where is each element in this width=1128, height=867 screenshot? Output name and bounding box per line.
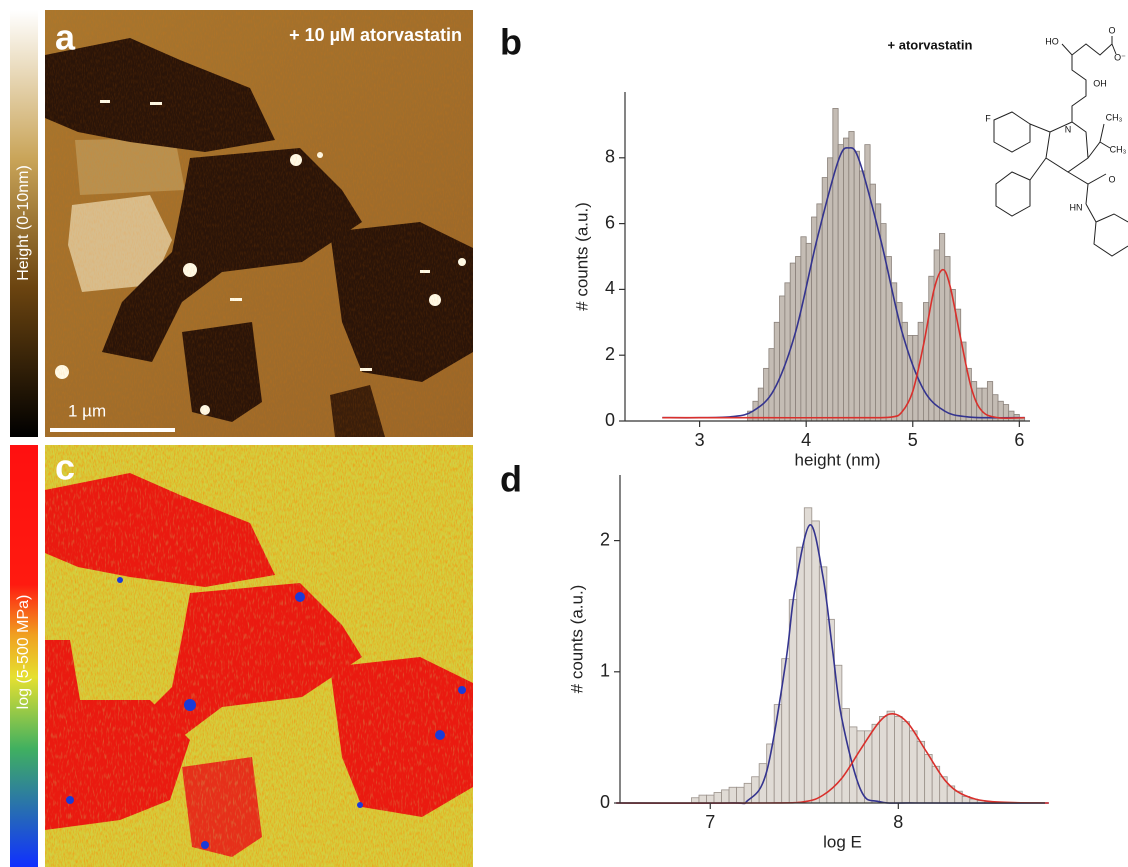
histogram-bar xyxy=(768,348,775,422)
histogram-bar xyxy=(795,256,802,422)
annotation: + atorvastatin xyxy=(888,37,973,52)
histogram-bar xyxy=(818,566,828,804)
histogram-bar xyxy=(917,321,924,422)
histogram-bar xyxy=(869,183,876,422)
molecule-label: CH₃ xyxy=(1106,112,1123,122)
histogram-bar xyxy=(916,740,926,804)
panel-label: c xyxy=(55,447,75,488)
molecule-label: OH xyxy=(1093,78,1107,88)
histogram-bar xyxy=(907,335,914,422)
histogram-bar xyxy=(811,216,818,422)
panel-label: d xyxy=(500,459,522,500)
annotation: + 10 µM atorvastatin xyxy=(289,25,462,45)
histogram-bar xyxy=(691,797,700,804)
histogram-bar xyxy=(939,233,946,422)
afm-modulus-image xyxy=(45,445,473,867)
histogram-bar xyxy=(853,150,860,422)
histogram-bar xyxy=(843,137,850,422)
x-axis-label: log E xyxy=(823,832,862,851)
histogram-bar xyxy=(728,786,737,804)
colorbar-height xyxy=(10,10,38,437)
histogram-bar xyxy=(837,144,844,422)
y-tick-label: 0 xyxy=(600,792,610,812)
colorbar-label: Height (0-10nm) xyxy=(15,165,32,281)
histogram-bar xyxy=(800,236,807,422)
histogram-bar xyxy=(924,754,933,804)
y-tick-label: 8 xyxy=(605,147,615,167)
y-tick-label: 2 xyxy=(600,529,610,549)
histogram-bar xyxy=(736,786,745,804)
histogram-bar xyxy=(901,721,911,804)
molecule-label: O⁻ xyxy=(1114,52,1126,62)
histogram-bar xyxy=(803,507,813,804)
panel-label: b xyxy=(500,22,522,63)
y-axis-label: # counts (a.u.) xyxy=(572,202,591,311)
histogram-bar xyxy=(763,367,770,422)
afm-height-image xyxy=(45,10,473,437)
histogram-bar xyxy=(698,794,707,804)
histogram-bar xyxy=(832,108,839,422)
fit-curve xyxy=(662,147,1025,419)
fit-curve xyxy=(616,712,1049,804)
panel-label: a xyxy=(55,17,76,58)
histogram-bar xyxy=(796,546,805,804)
y-tick-label: 1 xyxy=(600,661,610,681)
x-tick-label: 3 xyxy=(695,430,705,450)
histogram-bar xyxy=(891,282,898,422)
histogram-bar xyxy=(779,295,786,422)
molecule-structure xyxy=(993,36,1128,257)
colorbar-label: log (5-500 MPa) xyxy=(15,595,32,710)
molecule-label: F xyxy=(985,113,991,123)
histogram-bar xyxy=(856,730,865,804)
fit-curve xyxy=(662,268,1025,419)
histogram-bar xyxy=(751,776,760,804)
histogram-bar xyxy=(811,520,820,804)
histogram-bar xyxy=(894,716,903,804)
histogram-bar xyxy=(1008,410,1015,422)
molecule-label: HN xyxy=(1070,202,1083,212)
y-tick-label: 6 xyxy=(605,212,615,232)
molecule-label: O xyxy=(1108,174,1115,184)
y-tick-label: 0 xyxy=(605,410,615,430)
fit-curve xyxy=(616,524,1049,805)
x-tick-label: 4 xyxy=(801,430,811,450)
histogram-bar xyxy=(879,716,888,804)
histogram-bar xyxy=(721,789,730,804)
histogram-bar xyxy=(826,618,835,804)
molecule-label: O xyxy=(1108,25,1115,35)
y-tick-label: 2 xyxy=(605,344,615,364)
histogram-bar xyxy=(859,170,866,422)
y-tick-label: 4 xyxy=(605,278,615,298)
histogram-bar xyxy=(871,723,880,804)
histogram-bar xyxy=(773,321,780,422)
histogram-bar xyxy=(886,710,895,804)
histogram-bar xyxy=(981,387,988,422)
y-axis-label: # counts (a.u.) xyxy=(567,585,586,694)
histogram-bar xyxy=(909,730,918,804)
x-tick-label: 5 xyxy=(908,430,918,450)
x-axis-label: height (nm) xyxy=(795,450,881,469)
molecule-label: CH₃ xyxy=(1110,144,1127,154)
molecule-label: N xyxy=(1065,124,1072,134)
x-tick-label: 8 xyxy=(893,812,903,832)
histogram-bar xyxy=(713,792,722,804)
histogram-bar xyxy=(848,131,855,422)
scale-bar-label: 1 µm xyxy=(68,401,106,420)
histogram-bar xyxy=(706,794,715,804)
x-tick-label: 6 xyxy=(1014,430,1024,450)
molecule-label: HO xyxy=(1045,36,1059,46)
histogram-bar xyxy=(773,704,783,804)
colorbar-modulus xyxy=(10,445,38,867)
x-tick-label: 7 xyxy=(705,812,715,832)
